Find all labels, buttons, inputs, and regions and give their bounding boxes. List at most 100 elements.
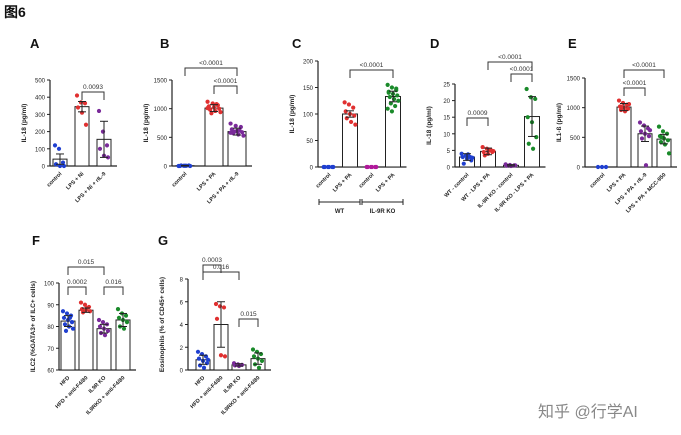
data-point: [342, 100, 347, 105]
data-point: [639, 136, 645, 141]
data-point: [396, 98, 401, 103]
x-tick-label: control: [589, 172, 607, 190]
p-value-label: <0.0001: [199, 60, 223, 67]
data-point: [387, 94, 392, 100]
significance-bracket: [623, 87, 646, 96]
data-point: [326, 164, 332, 170]
data-point: [213, 301, 219, 307]
y-tick-label: 100: [44, 282, 55, 288]
data-point: [221, 305, 227, 310]
data-point: [96, 108, 102, 114]
significance-bracket: [103, 286, 124, 295]
data-point: [525, 115, 530, 120]
data-point: [56, 146, 62, 151]
data-point: [524, 86, 529, 92]
y-tick-label: 200: [35, 130, 46, 136]
data-point: [533, 96, 538, 102]
data-point: [205, 105, 210, 111]
y-tick-label: 0: [447, 166, 451, 172]
data-point: [123, 313, 129, 318]
y-tick-label: 1500: [154, 79, 168, 85]
data-point: [625, 106, 631, 111]
data-point: [331, 164, 336, 170]
y-tick-label: 6: [180, 300, 184, 306]
data-point: [394, 86, 399, 91]
x-tick-label: LPS + PA: [332, 172, 353, 193]
y-tick-label: 0: [577, 166, 581, 172]
data-point: [195, 349, 201, 354]
y-tick-label: 60: [47, 369, 54, 375]
data-point: [374, 164, 379, 170]
p-value-label: 0.0003: [202, 257, 222, 264]
data-point: [209, 111, 214, 116]
group-label: WT: [335, 209, 345, 215]
watermark: 知乎 @行学AI: [538, 404, 638, 421]
data-point: [459, 151, 464, 156]
p-value-label: <0.0001: [510, 66, 534, 73]
significance-bracket: [67, 266, 105, 275]
data-point: [603, 164, 609, 170]
y-tick-label: 500: [570, 136, 581, 142]
panel-label: C: [292, 36, 302, 51]
data-point: [75, 105, 81, 110]
p-value-label: 0.016: [105, 279, 122, 286]
data-point: [214, 316, 220, 321]
significance-bracket: [67, 286, 87, 295]
y-tick-label: 20: [443, 99, 450, 105]
panel-label: F: [32, 233, 40, 248]
data-point: [102, 333, 108, 338]
data-point: [67, 315, 73, 320]
panel-label: D: [430, 36, 439, 51]
data-point: [481, 149, 486, 155]
data-point: [385, 82, 390, 87]
p-value-label: 0.0093: [83, 84, 103, 91]
significance-bracket: [623, 69, 665, 78]
data-point: [259, 358, 265, 363]
data-point: [232, 129, 237, 134]
data-point: [78, 300, 84, 305]
y-tick-label: 150: [303, 86, 314, 92]
data-point: [64, 311, 70, 316]
data-point: [96, 317, 102, 323]
data-point: [353, 122, 358, 127]
data-point: [322, 164, 327, 170]
x-tick-label: LPS + PA: [606, 172, 627, 193]
significance-bracket: [202, 264, 222, 273]
y-tick-label: 0: [42, 165, 46, 171]
data-point: [660, 129, 666, 134]
data-point: [115, 307, 121, 312]
data-point: [638, 129, 644, 134]
data-point: [63, 328, 69, 333]
data-point: [389, 109, 395, 114]
significance-bracket: [510, 73, 533, 82]
y-axis-label: Eosinophils (% of CD45+ cells): [159, 277, 166, 372]
x-tick-label: LPS + PA: [375, 172, 396, 193]
y-tick-label: 0: [310, 166, 314, 172]
y-tick-label: 1000: [567, 106, 581, 112]
y-tick-label: 0: [180, 369, 184, 375]
data-point: [104, 143, 110, 148]
data-point: [60, 309, 66, 314]
x-tick-label: LPS + Ni: [65, 171, 85, 191]
data-point: [526, 141, 531, 146]
data-point: [665, 138, 671, 143]
data-point: [97, 324, 103, 329]
data-point: [74, 93, 80, 98]
data-point: [626, 102, 632, 107]
bar: [78, 309, 94, 371]
data-point: [188, 163, 193, 169]
panel-label: G: [158, 233, 168, 248]
data-point: [460, 154, 465, 160]
x-tick-label: HFD + anti-F4/80: [55, 375, 90, 410]
y-tick-label: 70: [47, 347, 54, 353]
x-tick-label: LPS + PA: [196, 171, 217, 192]
significance-bracket: [202, 271, 240, 280]
data-point: [241, 133, 246, 138]
data-point: [664, 131, 670, 136]
y-axis-label: ILC2 (%GATA3+ of ILC+ cells): [30, 281, 37, 372]
data-point: [393, 103, 398, 109]
p-value-label: <0.0001: [623, 80, 647, 87]
data-point: [513, 163, 518, 168]
x-tick-label: control: [315, 172, 333, 190]
data-point: [233, 123, 238, 128]
